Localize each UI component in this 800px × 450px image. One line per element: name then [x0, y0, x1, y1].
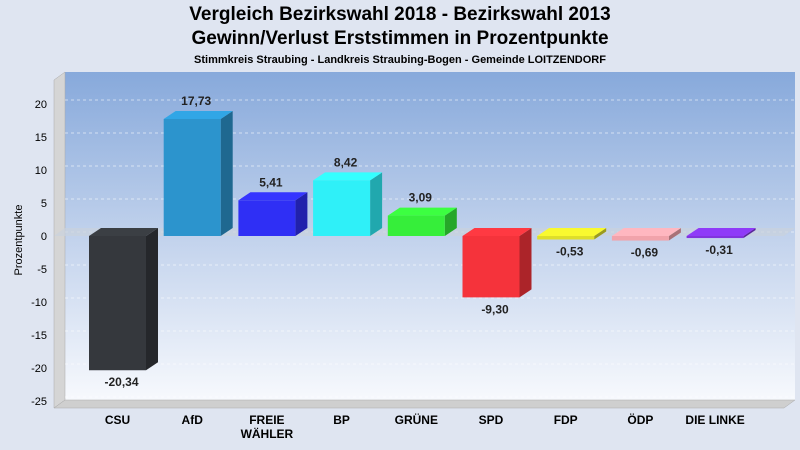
category-label: FDP: [554, 413, 578, 427]
bar: [611, 236, 669, 241]
bar: [537, 236, 595, 240]
bar-top: [313, 172, 383, 181]
category-label: GRÜNE: [395, 412, 438, 427]
bar: [462, 236, 520, 298]
data-label: 17,73: [181, 94, 211, 108]
y-tick-label: 5: [41, 198, 47, 210]
chart-caption: Stimmkreis Straubing - Landkreis Straubi…: [194, 54, 606, 66]
bar: [238, 200, 296, 236]
category-label: BP: [333, 413, 350, 427]
category-label: AfD: [182, 413, 204, 427]
category-label: ÖDP: [627, 412, 653, 427]
bar-top: [537, 228, 607, 236]
bar-top: [89, 228, 158, 236]
data-label: -0,69: [631, 246, 659, 260]
category-label: WÄHLER: [241, 426, 294, 441]
bar-side: [668, 228, 681, 241]
bar-side: [220, 110, 233, 236]
data-label: 5,41: [259, 175, 283, 189]
y-tick-label: 15: [35, 132, 47, 144]
category-label: DIE LINKE: [685, 413, 744, 427]
chart-subtitle: Gewinn/Verlust Erststimmen in Prozentpun…: [191, 28, 609, 49]
bar: [387, 215, 445, 236]
bar-side: [743, 228, 756, 239]
category-label: CSU: [105, 413, 130, 427]
bar-top: [686, 228, 756, 236]
y-tick-label: 20: [35, 99, 47, 111]
y-tick-label: -20: [31, 363, 47, 375]
bar: [163, 118, 221, 236]
bar-side: [370, 172, 383, 236]
chart-title: Vergleich Bezirkswahl 2018 - Bezirkswahl…: [189, 4, 611, 25]
bar-side: [295, 192, 308, 236]
bar-top: [163, 110, 233, 119]
side-wall: [53, 71, 66, 409]
y-tick-label: -5: [37, 264, 47, 276]
y-axis-label: Prozentpunkte: [13, 205, 25, 276]
y-tick-label: -25: [31, 396, 47, 408]
bar: [89, 236, 146, 371]
y-tick-label: -15: [31, 330, 47, 342]
bar-side: [594, 228, 607, 240]
bar: [313, 180, 371, 236]
bar: [686, 236, 744, 239]
bar-top: [238, 192, 308, 201]
bar-top: [611, 228, 681, 236]
y-tick-label: 0: [41, 231, 47, 243]
bar-side: [146, 228, 158, 371]
y-tick-label: -10: [31, 297, 47, 309]
bar-top: [462, 228, 532, 236]
data-label: 3,09: [409, 191, 433, 205]
bar-side: [444, 207, 457, 236]
data-label: 8,42: [334, 155, 358, 169]
data-label: -9,30: [481, 302, 509, 316]
data-label: -0,53: [556, 244, 584, 258]
data-label: -20,34: [104, 375, 138, 389]
category-label: SPD: [479, 413, 504, 427]
bar-side: [519, 228, 532, 298]
y-tick-label: 10: [35, 165, 47, 177]
data-label: -0,31: [705, 243, 733, 257]
bar-top: [387, 207, 457, 216]
category-label: FREIE: [249, 413, 284, 427]
floor: [53, 399, 796, 409]
